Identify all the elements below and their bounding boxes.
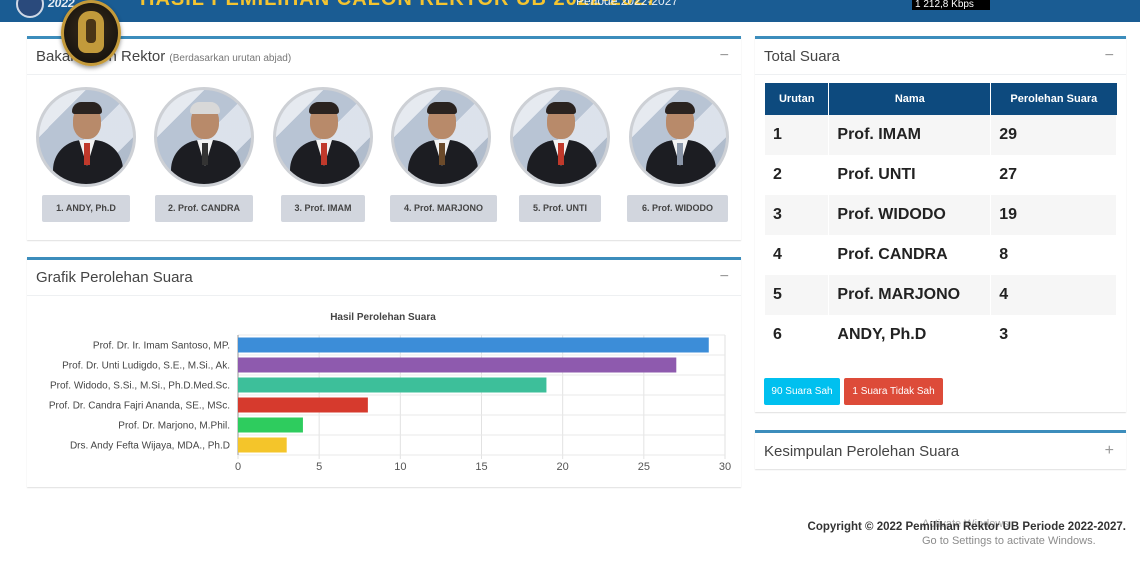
total-votes-panel: Total Suara − Urutan Nama Perolehan Suar… [755, 36, 1126, 412]
name-cell: Prof. CANDRA [828, 235, 992, 275]
votes-cell: 29 [990, 115, 1117, 155]
collapse-button[interactable]: − [1104, 47, 1114, 64]
collapse-button[interactable]: − [719, 268, 729, 285]
rank-cell: 4 [765, 235, 830, 275]
votes-cell: 3 [990, 315, 1117, 355]
bar [238, 377, 547, 393]
votes-cell: 27 [990, 155, 1117, 195]
candidate-photo [273, 87, 373, 187]
x-tick-label: 15 [475, 461, 487, 473]
candidates-header: Bakal Calon Rektor (Berdasarkan urutan a… [27, 39, 741, 75]
total-votes-header: Total Suara − [755, 39, 1126, 75]
votes-table: Urutan Nama Perolehan Suara 1 Prof. IMAM 2… [765, 83, 1117, 355]
table-row: 1 Prof. IMAM 29 [765, 115, 1117, 155]
x-tick-label: 5 [316, 461, 322, 473]
candidate-photo [629, 87, 729, 187]
x-tick-label: 25 [638, 461, 650, 473]
bar [238, 417, 303, 433]
table-row: 5 Prof. MARJONO 4 [765, 275, 1117, 315]
table-header-row: Urutan Nama Perolehan Suara [765, 83, 1117, 115]
windows-watermark-settings: Go to Settings to activate Windows. [922, 535, 1096, 547]
x-tick-label: 30 [719, 461, 731, 473]
name-cell: Prof. WIDODO [828, 195, 992, 235]
candidate-label: 4. Prof. MARJONO [390, 195, 497, 222]
candidates-note: (Berdasarkan urutan abjad) [169, 53, 292, 64]
table-row: 6 ANDY, Ph.D 3 [765, 315, 1117, 355]
conclusion-header: Kesimpulan Perolehan Suara + [755, 433, 1126, 469]
bar [238, 437, 287, 453]
table-row: 4 Prof. CANDRA 8 [765, 235, 1117, 275]
rank-cell: 2 [765, 155, 830, 195]
valid-votes-button[interactable]: 90 Suara Sah [764, 378, 840, 405]
x-tick-label: 10 [394, 461, 406, 473]
conclusion-title: Kesimpulan Perolehan Suara [764, 443, 960, 460]
table-row: 2 Prof. UNTI 27 [765, 155, 1117, 195]
candidates-panel: Bakal Calon Rektor (Berdasarkan urutan a… [27, 36, 741, 240]
candidate-photo [36, 87, 136, 187]
name-cell: Prof. MARJONO [828, 275, 992, 315]
category-label: Prof. Dr. Candra Fajri Ananda, SE., MSc. [49, 401, 230, 412]
top-header: 2022 HASIL PEMILIHAN CALON REKTOR UB 202… [0, 0, 1140, 22]
invalid-votes-button[interactable]: 1 Suara Tidak Sah [844, 378, 943, 405]
name-cell: Prof. IMAM [828, 115, 992, 155]
x-tick-label: 20 [557, 461, 569, 473]
page-title: HASIL PEMILIHAN CALON REKTOR UB 2022-202… [140, 0, 658, 11]
name-cell: Prof. UNTI [828, 155, 992, 195]
bar [238, 357, 677, 373]
candidate-photo [154, 87, 254, 187]
rank-cell: 5 [765, 275, 830, 315]
conclusion-panel: Kesimpulan Perolehan Suara + [755, 430, 1126, 469]
university-crest-icon [61, 0, 121, 66]
candidate-label: 6. Prof. WIDODO [627, 195, 728, 222]
category-label: Prof. Widodo, S.Si., M.Si., Ph.D.Med.Sc. [50, 381, 230, 392]
column-header: Urutan [765, 83, 830, 115]
chart-title: Hasil Perolehan Suara [330, 312, 436, 323]
x-tick-label: 0 [235, 461, 241, 473]
page-subtitle: Periode 2022-2027 [576, 0, 679, 8]
candidate-photo [510, 87, 610, 187]
bar [238, 337, 709, 353]
chart-panel: Grafik Perolehan Suara − Hasil Perolehan… [27, 257, 741, 487]
votes-cell: 4 [990, 275, 1117, 315]
header-logo-icon [16, 0, 44, 18]
votes-cell: 19 [990, 195, 1117, 235]
candidate-label: 5. Prof. UNTI [519, 195, 601, 222]
collapse-button[interactable]: − [719, 47, 729, 64]
column-header: Nama [828, 83, 992, 115]
total-votes-title: Total Suara [764, 48, 840, 65]
candidate-label: 1. ANDY, Ph.D [42, 195, 130, 222]
rank-cell: 6 [765, 315, 830, 355]
expand-button[interactable]: + [1104, 442, 1114, 459]
network-speed: 1 212,8 Kbps [912, 0, 990, 10]
chart-panel-title: Grafik Perolehan Suara [36, 269, 193, 286]
candidate-label: 2. Prof. CANDRA [155, 195, 253, 222]
candidate-photo [391, 87, 491, 187]
category-label: Prof. Dr. Marjono, M.Phil. [118, 421, 230, 432]
candidate-label: 3. Prof. IMAM [281, 195, 365, 222]
votes-cell: 8 [990, 235, 1117, 275]
chart-header: Grafik Perolehan Suara − [27, 260, 741, 296]
category-label: Drs. Andy Fefta Wijaya, MDA., Ph.D [70, 441, 230, 452]
table-row: 3 Prof. WIDODO 19 [765, 195, 1117, 235]
column-header: Perolehan Suara [990, 83, 1117, 115]
copyright-footer: Copyright © 2022 Pemilihan Rektor UB Per… [807, 521, 1126, 533]
category-label: Prof. Dr. Unti Ludigdo, S.E., M.Si., Ak. [62, 361, 230, 372]
name-cell: ANDY, Ph.D [828, 315, 992, 355]
rank-cell: 1 [765, 115, 830, 155]
vote-bar-chart: 0 5 10 15 20 25 30 Prof. Dr. Ir. Imam Santoso, … [49, 334, 731, 473]
bar [238, 397, 368, 413]
header-year: 2022 [48, 0, 75, 10]
windows-watermark: Activate Windows [922, 518, 1009, 530]
rank-cell: 3 [765, 195, 830, 235]
category-label: Prof. Dr. Ir. Imam Santoso, MP. [93, 341, 230, 352]
